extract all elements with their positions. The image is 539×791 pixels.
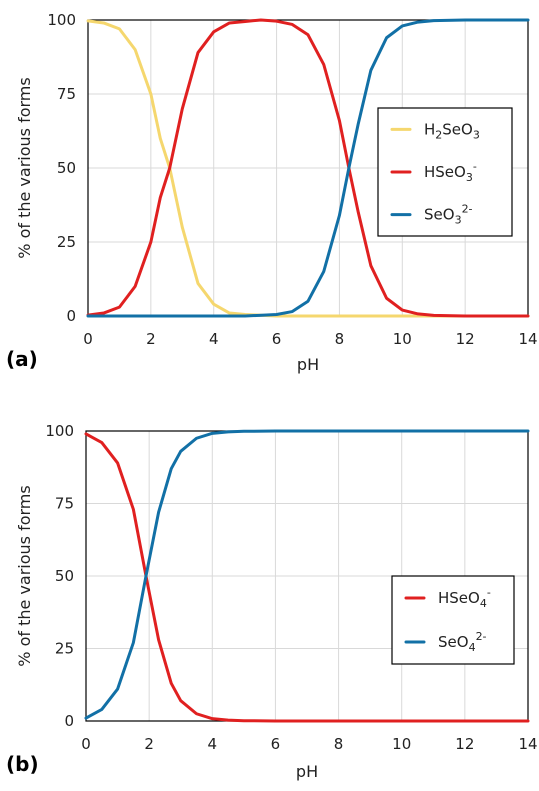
chart-panel-b: 0 2 4 6 8 10 12 14 0 25 50 75 100 pH % of the various …: [6, 422, 538, 781]
panel-a-legend-label-part: H: [424, 120, 435, 138]
panel-a-legend-label-part: 2: [435, 128, 442, 141]
panel-a-legend-label-2: SeO32-: [424, 203, 473, 227]
panel-b-x-tick-label: 4: [208, 735, 218, 753]
panel-b-legend-label-part: SeO: [438, 633, 469, 651]
panel-a-x-tick-label: 14: [518, 330, 537, 348]
panel-b-legend-label-part: 2-: [476, 630, 487, 643]
panel-b-x-tick-label: 6: [271, 735, 281, 753]
panel-a-x-tick-label: 8: [335, 330, 345, 348]
panel-a-legend-label-1: HSeO3-: [424, 160, 477, 184]
panel-b-x-tick-label: 8: [334, 735, 344, 753]
panel-a-y-tick-label: 50: [57, 159, 76, 177]
panel-a-legend-label-part: 3: [455, 214, 462, 227]
panel-a-legend-label-part: 3: [473, 128, 480, 141]
panel-b-legend-label-part: 4: [480, 597, 487, 610]
panel-a-x-tick-label: 0: [83, 330, 93, 348]
panel-a-legend-label-part: 2-: [462, 203, 473, 216]
panel-a-x-axis-title: pH: [297, 355, 319, 374]
panel-a-y-tick-label: 0: [66, 307, 76, 325]
panel-a-legend-label-part: HSeO: [424, 163, 466, 181]
panel-b-series-line-1: [84, 429, 530, 720]
panel-a-legend-label-part: -: [473, 160, 477, 173]
panel-b-panel-label: (b): [6, 752, 39, 776]
panel-b-legend-label-1: SeO42-: [438, 630, 487, 654]
panel-b-x-axis-title: pH: [296, 762, 318, 781]
panel-b-series-line-0: [84, 432, 530, 723]
panel-b-x-tick-label: 14: [518, 735, 537, 753]
panel-b-y-tick-label: 75: [55, 495, 74, 513]
panel-b-x-tick-label: 2: [144, 735, 154, 753]
panel-a-x-tick-label: 2: [146, 330, 156, 348]
panel-a-y-tick-label: 75: [57, 85, 76, 103]
panel-a-y-axis-title: % of the various forms: [15, 77, 34, 258]
panel-b-y-tick-label: 25: [55, 640, 74, 658]
panel-b-y-axis-title: % of the various forms: [15, 485, 34, 666]
panel-b-legend-label-part: -: [487, 586, 491, 599]
panel-a-panel-label: (a): [6, 347, 38, 371]
panel-b-legend-box: [391, 575, 515, 665]
panel-b-x-tick-label: 12: [455, 735, 474, 753]
panel-b-legend-label-part: HSeO: [438, 589, 480, 607]
panel-a-legend-label-part: 3: [466, 171, 473, 184]
chart-panel-a: 0 2 4 6 8 10 12 14 0 25 50 75 100 pH % of the various …: [6, 11, 538, 374]
panel-b-y-tick-label: 50: [55, 567, 74, 585]
panel-b-y-tick-label: 100: [45, 422, 74, 440]
panel-a-x-tick-label: 4: [209, 330, 219, 348]
panel-a-x-tick-label: 12: [456, 330, 475, 348]
panel-a-legend-label-part: SeO: [442, 120, 473, 138]
panel-b-legend-label-0: HSeO4-: [438, 586, 491, 610]
panel-b-y-tick-label: 0: [64, 712, 74, 730]
panel-a-legend-label-0: H2SeO3: [424, 120, 480, 141]
panel-a-series-line-1: [86, 18, 530, 318]
panel-b-x-tick-label: 0: [81, 735, 91, 753]
panel-a-y-tick-label: 25: [57, 233, 76, 251]
panel-a-x-tick-label: 10: [393, 330, 412, 348]
panel-a-series-line-0: [86, 19, 530, 318]
panel-a-series-line-2: [86, 18, 530, 318]
panel-a-x-tick-label: 6: [272, 330, 282, 348]
panel-b-legend-label-part: 4: [469, 641, 476, 654]
panel-b-x-tick-label: 10: [392, 735, 411, 753]
panel-a-legend-label-part: SeO: [424, 206, 455, 224]
panel-a-y-tick-label: 100: [47, 11, 76, 29]
